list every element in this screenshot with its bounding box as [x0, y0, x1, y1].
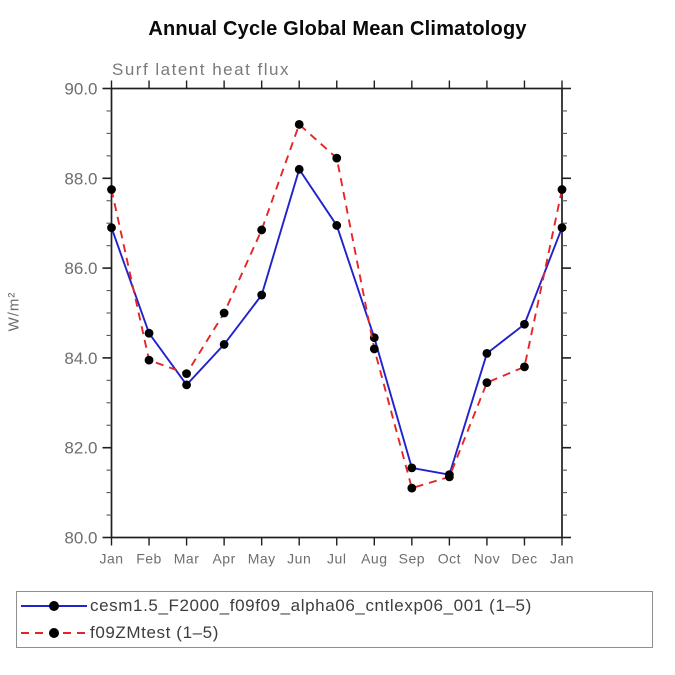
series-line — [110, 167, 563, 476]
legend-item-f09zmtest: f09ZMtest (1–5) — [21, 621, 652, 645]
data-point-marker — [332, 153, 342, 163]
data-point-marker — [107, 185, 116, 194]
legend-marker-dot-icon — [49, 601, 59, 612]
x-tick-label: Aug — [361, 551, 387, 567]
chart-subtitle: Surf latent heat flux — [112, 60, 290, 79]
legend-marker-dot-icon — [49, 627, 59, 638]
x-tick-label: Jul — [327, 551, 346, 567]
data-point-marker — [107, 223, 116, 233]
series-f09zmtest — [107, 120, 567, 493]
data-point-marker — [219, 308, 229, 318]
x-tick-label: May — [248, 551, 276, 567]
data-point-marker — [144, 355, 154, 365]
x-tick-label: Jan — [99, 551, 123, 567]
x-axis-ticks: Jan Feb Mar Apr May Jun Jul Aug Sep Oct Nov Dec Jan — [99, 80, 574, 567]
data-point-marker — [557, 185, 567, 194]
data-point-marker — [557, 223, 567, 233]
x-tick-label: Feb — [136, 551, 162, 567]
series-line — [110, 122, 563, 490]
data-point-marker — [407, 463, 417, 473]
y-tick-label: 90.0 — [64, 80, 97, 99]
y-tick-label: 88.0 — [64, 169, 97, 188]
legend-line-solid-swatch — [21, 601, 87, 612]
data-point-marker — [520, 362, 529, 372]
chart-title: Annual Cycle Global Mean Climatology — [148, 18, 527, 40]
x-tick-label: Oct — [438, 551, 461, 567]
data-point-marker — [294, 164, 304, 174]
data-point-marker — [182, 380, 191, 390]
data-point-marker — [257, 290, 267, 300]
legend-label-f09zmtest: f09ZMtest (1–5) — [90, 622, 219, 642]
data-point-marker — [444, 472, 454, 482]
x-tick-label: Jun — [287, 551, 311, 567]
x-tick-label: Apr — [212, 551, 235, 567]
data-point-marker — [219, 340, 229, 349]
data-point-marker — [407, 483, 417, 493]
y-tick-label: 86.0 — [64, 259, 97, 278]
legend-line-dashed-swatch — [21, 627, 87, 638]
data-point-marker — [482, 349, 492, 358]
y-tick-label: 84.0 — [64, 349, 97, 368]
data-point-marker — [257, 225, 267, 235]
x-tick-label: Sep — [399, 551, 425, 567]
x-tick-label: Dec — [511, 551, 537, 567]
y-axis-ticks: 80.0 82.0 84.0 86.0 88.0 90.0 — [64, 80, 571, 548]
legend-box: cesm1.5_F2000_f09f09_alpha06_cntlexp06_0… — [16, 591, 653, 648]
y-tick-label: 82.0 — [64, 439, 97, 458]
x-tick-label: Mar — [174, 551, 200, 567]
x-tick-label: Jan — [550, 551, 574, 567]
legend-label-cesm: cesm1.5_F2000_f09f09_alpha06_cntlexp06_0… — [90, 596, 532, 616]
data-point-marker — [144, 328, 154, 338]
data-point-marker — [332, 221, 342, 230]
legend-item-cesm: cesm1.5_F2000_f09f09_alpha06_cntlexp06_0… — [21, 594, 652, 618]
series-cesm — [107, 164, 567, 480]
data-point-marker — [182, 369, 191, 379]
x-tick-label: Nov — [474, 551, 500, 567]
data-point-marker — [482, 378, 492, 387]
data-point-marker — [520, 319, 529, 329]
y-tick-label: 80.0 — [64, 529, 97, 548]
data-point-marker — [369, 344, 379, 354]
data-point-marker — [294, 120, 304, 129]
